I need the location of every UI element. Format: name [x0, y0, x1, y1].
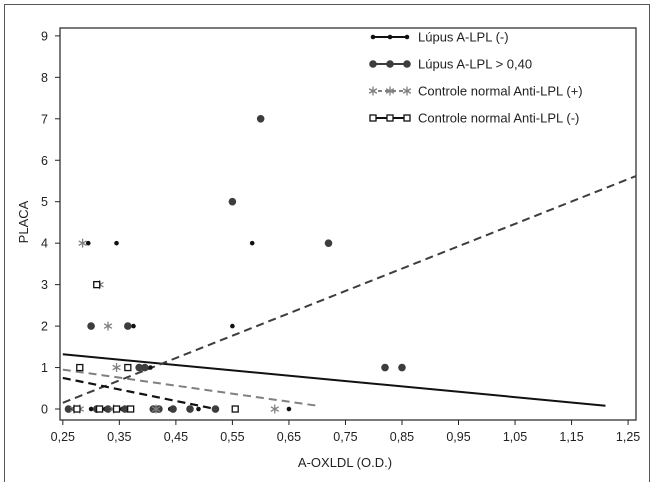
point-controle-anti-lpl-negative — [127, 405, 135, 413]
x-tick-label: 1,15 — [559, 430, 583, 444]
point-lupus-a-lpl-negative — [230, 323, 235, 329]
y-tick-label: 5 — [41, 195, 48, 209]
point-lupus-a-lpl-negative — [88, 406, 94, 412]
y-tick-label: 0 — [41, 403, 48, 417]
legend-marker — [403, 60, 411, 68]
legend-marker — [404, 34, 410, 40]
point-lupus-a-lpl-above-040 — [155, 405, 163, 413]
x-tick-label: 1,05 — [503, 430, 527, 444]
point-controle-anti-lpl-positive — [151, 404, 161, 414]
point-controle-anti-lpl-negative — [73, 405, 81, 413]
legend-marker — [369, 114, 377, 122]
point-lupus-a-lpl-above-040 — [64, 405, 73, 413]
legend-label: Lúpus A-LPL (-) — [418, 30, 509, 45]
point-lupus-a-lpl-negative — [286, 406, 292, 412]
legend: Lúpus A-LPL (-) Lúpus A-LPL > 0,40 Control… — [368, 30, 583, 126]
point-controle-anti-lpl-negative — [93, 280, 101, 289]
x-tick-label: 0,75 — [333, 430, 357, 444]
legend-label: Lúpus A-LPL > 0,40 — [418, 57, 532, 72]
fit-line-lupus-a-lpl-above-040 — [62, 175, 637, 404]
y-tick-label: 4 — [41, 237, 48, 251]
legend-marker — [402, 86, 412, 96]
legend-item-lupus-a-lpl-negative: Lúpus A-LPL (-) — [370, 30, 509, 45]
data-points — [64, 114, 406, 414]
point-lupus-a-lpl-above-040 — [87, 322, 95, 330]
point-lupus-a-lpl-negative — [148, 365, 153, 370]
x-tick-label: 0,35 — [107, 430, 131, 444]
point-lupus-a-lpl-above-040 — [381, 363, 389, 372]
y-tick-label: 1 — [41, 361, 48, 375]
point-lupus-a-lpl-above-040 — [104, 405, 112, 413]
x-axis-label: A-OXLDL (O.D.) — [298, 455, 392, 470]
figure-frame — [4, 4, 650, 482]
point-lupus-a-lpl-negative — [85, 240, 91, 246]
point-lupus-a-lpl-above-040 — [211, 405, 220, 413]
point-lupus-a-lpl-negative — [249, 240, 255, 246]
point-lupus-a-lpl-negative — [196, 406, 201, 412]
point-controle-anti-lpl-negative — [76, 363, 84, 372]
y-tick-label: 7 — [41, 112, 48, 126]
legend-item-lupus-a-lpl-above-040: Lúpus A-LPL > 0,40 — [369, 57, 532, 72]
point-lupus-a-lpl-above-040 — [324, 239, 333, 247]
legend-label: Controle normal Anti-LPL (+) — [418, 84, 583, 99]
point-lupus-a-lpl-above-040 — [398, 363, 406, 372]
y-axis: 0 1 2 3 4 5 6 7 8 9 — [41, 29, 60, 417]
legend-label: Controle normal Anti-LPL (-) — [418, 111, 579, 126]
fit-line-controle-anti-lpl-negative — [62, 376, 216, 411]
x-axis: 0,25 0,35 0,45 0,55 0,65 0,75 0,85 0,95 1,05 1,15… — [51, 420, 640, 444]
legend-marker — [403, 114, 411, 122]
y-axis-label: PLACA — [16, 200, 31, 243]
point-lupus-a-lpl-above-040 — [124, 322, 132, 330]
point-lupus-a-lpl-above-040 — [186, 405, 194, 413]
x-tick-label: 1,25 — [616, 430, 640, 444]
legend-marker — [370, 34, 376, 40]
point-lupus-a-lpl-negative — [114, 240, 119, 246]
point-lupus-a-lpl-above-040 — [135, 363, 143, 372]
series-controle-anti-lpl-negative — [73, 280, 239, 413]
y-tick-label: 6 — [41, 154, 48, 168]
legend-marker — [386, 60, 394, 68]
point-lupus-a-lpl-above-040 — [256, 114, 265, 123]
point-lupus-a-lpl-above-040 — [228, 197, 237, 206]
point-controle-anti-lpl-negative — [95, 405, 104, 413]
y-tick-label: 3 — [41, 278, 48, 292]
point-lupus-a-lpl-above-040 — [169, 405, 177, 413]
series-lupus-a-lpl-above-040 — [64, 114, 406, 413]
legend-marker — [368, 86, 378, 96]
point-controle-anti-lpl-positive — [270, 404, 280, 414]
fit-line-lupus-a-lpl-negative — [62, 353, 606, 407]
point-lupus-a-lpl-negative — [131, 323, 136, 329]
point-lupus-a-lpl-above-040 — [140, 363, 149, 372]
x-tick-label: 0,55 — [220, 430, 244, 444]
y-tick-label: 9 — [41, 29, 48, 43]
y-tick-label: 2 — [41, 320, 48, 334]
point-controle-anti-lpl-positive — [103, 321, 113, 331]
x-tick-label: 0,45 — [164, 430, 188, 444]
y-tick-label: 8 — [41, 71, 48, 85]
point-controle-anti-lpl-negative — [124, 363, 132, 372]
legend-marker — [387, 34, 393, 40]
fit-line-controle-anti-lpl-positive — [62, 368, 318, 407]
plot-area — [59, 27, 637, 421]
point-controle-anti-lpl-negative — [231, 405, 239, 413]
x-tick-label: 0,25 — [51, 430, 75, 444]
point-lupus-a-lpl-above-040 — [121, 405, 129, 413]
legend-marker — [385, 86, 395, 96]
x-tick-label: 0,65 — [277, 430, 301, 444]
legend-marker — [369, 60, 377, 68]
regression-lines — [62, 175, 637, 411]
legend-item-controle-anti-lpl-positive: Controle normal Anti-LPL (+) — [368, 84, 583, 99]
point-controle-anti-lpl-positive — [78, 238, 87, 248]
point-lupus-a-lpl-above-040 — [149, 405, 158, 413]
x-tick-label: 0,95 — [446, 430, 470, 444]
point-controle-anti-lpl-positive — [112, 363, 121, 373]
legend-marker — [386, 114, 394, 122]
x-tick-label: 0,85 — [390, 430, 414, 444]
legend-item-controle-anti-lpl-negative: Controle normal Anti-LPL (-) — [369, 111, 579, 126]
point-controle-anti-lpl-negative — [112, 405, 121, 413]
